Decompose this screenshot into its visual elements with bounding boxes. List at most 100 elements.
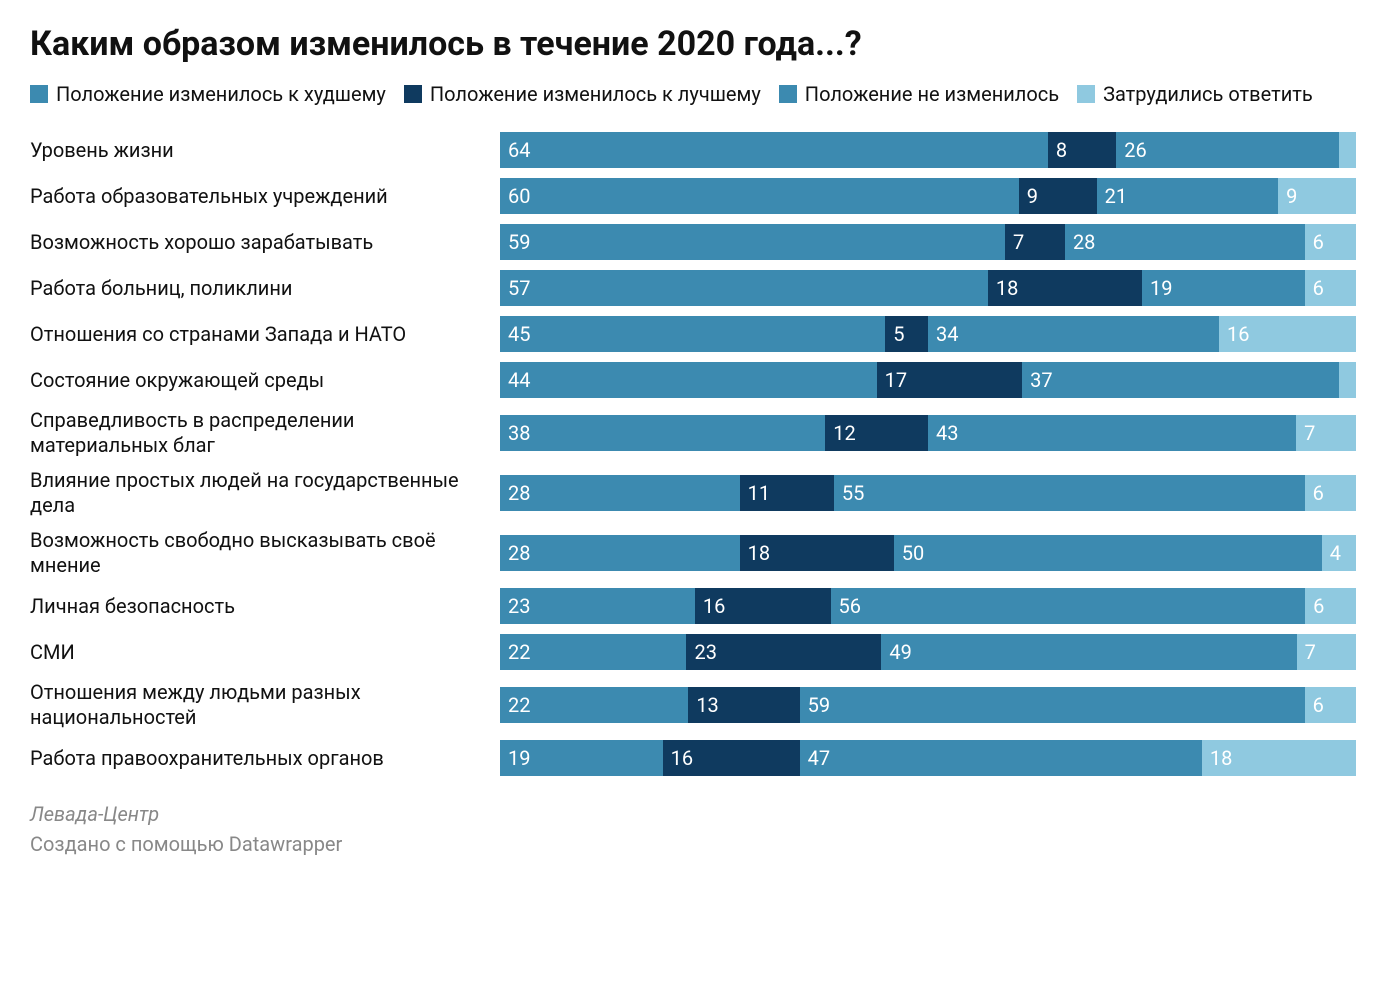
stacked-bar: 4553416: [500, 316, 1356, 352]
bar-segment-dk: [1339, 362, 1356, 398]
row-label: Работа правоохранительных органов: [30, 746, 470, 771]
bar-segment-better: 7: [1005, 224, 1065, 260]
chart-row: Справедливость в распределении материаль…: [30, 408, 1356, 458]
row-label: Работа больниц, поликлини: [30, 276, 470, 301]
chart-row: Отношения между людьми разных национальн…: [30, 680, 1356, 730]
row-label: Работа образовательных учреждений: [30, 184, 470, 209]
bar-segment-better: 18: [988, 270, 1142, 306]
bar-segment-dk: 6: [1305, 588, 1356, 624]
chart-footer: Левада-Центр Создано с помощью Datawrapp…: [30, 802, 1356, 856]
bar-segment-worse: 38: [500, 415, 825, 451]
bar-segment-unchanged: 47: [800, 740, 1202, 776]
bar-segment-unchanged: 50: [894, 535, 1322, 571]
stacked-bar: 2316566: [500, 588, 1356, 624]
bar-segment-unchanged: 55: [834, 475, 1305, 511]
chart-row: Работа образовательных учреждений609219: [30, 178, 1356, 214]
chart-row: СМИ 2223497: [30, 634, 1356, 670]
row-label: Возможность хорошо зарабатывать: [30, 230, 470, 255]
bar-segment-worse: 59: [500, 224, 1005, 260]
chart-row: Возможность свободно высказывать своё мн…: [30, 528, 1356, 578]
bar-segment-better: 8: [1048, 132, 1116, 168]
bar-segment-unchanged: 19: [1142, 270, 1305, 306]
stacked-bar: 597286: [500, 224, 1356, 260]
row-label: Состояние окружающей среды: [30, 368, 470, 393]
stacked-bar: 2223497: [500, 634, 1356, 670]
bar-segment-unchanged: 49: [881, 634, 1296, 670]
footer-credit: Создано с помощью Datawrapper: [30, 832, 1356, 856]
legend-item: Положение изменилось к худшему: [30, 82, 386, 106]
bar-segment-dk: 18: [1202, 740, 1356, 776]
legend-label: Положение изменилось к лучшему: [430, 82, 761, 106]
row-label: Возможность свободно высказывать своё мн…: [30, 528, 470, 578]
bar-segment-dk: 6: [1305, 687, 1356, 723]
footer-source: Левада-Центр: [30, 802, 1356, 826]
row-label: Справедливость в распределении материаль…: [30, 408, 470, 458]
bar-segment-dk: [1339, 132, 1356, 168]
chart-row: Влияние простых людей на государственные…: [30, 468, 1356, 518]
bar-segment-worse: 64: [500, 132, 1048, 168]
bar-segment-better: 11: [740, 475, 834, 511]
legend-swatch: [404, 85, 422, 103]
chart-row: Возможность хорошо зарабатывать 597286: [30, 224, 1356, 260]
stacked-bar: 2811556: [500, 475, 1356, 511]
bar-segment-better: 9: [1019, 178, 1097, 214]
legend-label: Затрудились ответить: [1103, 82, 1313, 106]
bar-segment-worse: 23: [500, 588, 695, 624]
legend-label: Положение не изменилось: [805, 82, 1059, 106]
bar-segment-worse: 28: [500, 475, 740, 511]
bar-segment-better: 12: [825, 415, 928, 451]
legend-item: Положение изменилось к лучшему: [404, 82, 761, 106]
bar-segment-better: 23: [686, 634, 881, 670]
bar-segment-better: 18: [740, 535, 894, 571]
chart-rows: Уровень жизни64826Работа образовательных…: [30, 132, 1356, 776]
chart-title: Каким образом изменилось в течение 2020 …: [30, 24, 1356, 64]
bar-segment-dk: 4: [1322, 535, 1356, 571]
bar-segment-unchanged: 37: [1022, 362, 1339, 398]
bar-segment-worse: 45: [500, 316, 885, 352]
stacked-bar: 609219: [500, 178, 1356, 214]
stacked-bar: 19164718: [500, 740, 1356, 776]
bar-segment-unchanged: 34: [928, 316, 1219, 352]
stacked-bar: 64826: [500, 132, 1356, 168]
legend-label: Положение изменилось к худшему: [56, 82, 386, 106]
legend-swatch: [1077, 85, 1095, 103]
chart-row: Работа больниц, поликлини5718196: [30, 270, 1356, 306]
stacked-bar: 3812437: [500, 415, 1356, 451]
chart-row: Личная безопасность 2316566: [30, 588, 1356, 624]
bar-segment-better: 17: [877, 362, 1023, 398]
chart-row: Работа правоохранительных органов 1916471…: [30, 740, 1356, 776]
bar-segment-better: 16: [663, 740, 800, 776]
legend-item: Положение не изменилось: [779, 82, 1059, 106]
bar-segment-better: 5: [885, 316, 928, 352]
bar-segment-better: 13: [688, 687, 799, 723]
chart-legend: Положение изменилось к худшему Положение …: [30, 82, 1356, 106]
bar-segment-dk: 7: [1297, 634, 1356, 670]
bar-segment-dk: 6: [1305, 224, 1356, 260]
bar-segment-dk: 9: [1278, 178, 1356, 214]
legend-swatch: [779, 85, 797, 103]
bar-segment-worse: 19: [500, 740, 663, 776]
bar-segment-dk: 7: [1296, 415, 1356, 451]
legend-item: Затрудились ответить: [1077, 82, 1313, 106]
row-label: Личная безопасность: [30, 594, 470, 619]
bar-segment-worse: 22: [500, 634, 686, 670]
bar-segment-worse: 28: [500, 535, 740, 571]
bar-segment-unchanged: 21: [1097, 178, 1279, 214]
row-label: Влияние простых людей на государственные…: [30, 468, 470, 518]
legend-swatch: [30, 85, 48, 103]
bar-segment-better: 16: [695, 588, 831, 624]
bar-segment-unchanged: 59: [800, 687, 1305, 723]
row-label: Отношения между людьми разных национальн…: [30, 680, 470, 730]
row-label: Уровень жизни: [30, 138, 470, 163]
bar-segment-unchanged: 26: [1116, 132, 1339, 168]
bar-segment-unchanged: 56: [831, 588, 1306, 624]
bar-segment-dk: 6: [1305, 270, 1356, 306]
stacked-bar: 2213596: [500, 687, 1356, 723]
bar-segment-unchanged: 43: [928, 415, 1296, 451]
row-label: СМИ: [30, 640, 470, 665]
stacked-bar: 2818504: [500, 535, 1356, 571]
bar-segment-worse: 22: [500, 687, 688, 723]
row-label: Отношения со странами Запада и НАТО: [30, 322, 470, 347]
bar-segment-worse: 60: [500, 178, 1019, 214]
bar-segment-worse: 44: [500, 362, 877, 398]
